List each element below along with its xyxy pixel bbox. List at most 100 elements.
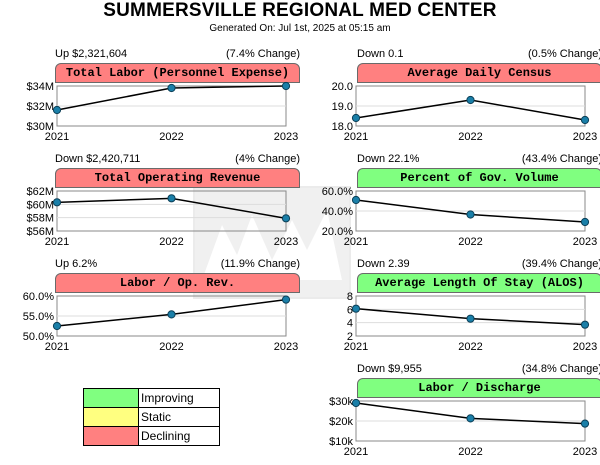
kpi-change: Up $2,321,604 — [55, 48, 128, 60]
legend-swatch — [84, 427, 139, 445]
y-tick-label: $30k — [329, 396, 353, 408]
kpi-percent-change: (7.4% Change) — [226, 48, 300, 60]
data-point — [167, 83, 176, 93]
kpi-title-banner: Total Operating Revenue — [55, 168, 300, 188]
legend-item-static: Static — [84, 408, 219, 427]
kpi-summary: Down $2,420,711 (4% Change) — [55, 153, 300, 167]
data-point — [580, 419, 590, 428]
kpi-summary: Down 0.1 (0.5% Change) — [357, 48, 600, 62]
y-tick-label: 20.0 — [332, 81, 353, 93]
kpi-change: Down $9,955 — [357, 363, 422, 375]
y-tick-label: 50.0% — [23, 331, 54, 343]
legend-label: Declining — [141, 429, 191, 443]
legend-item-declining: Declining — [84, 427, 219, 445]
data-point — [52, 105, 62, 115]
legend-label: Static — [141, 410, 172, 424]
y-tick-label: 55.0% — [23, 311, 54, 323]
data-point — [281, 81, 291, 91]
kpi-change: Down 22.1% — [357, 153, 420, 165]
data-point — [351, 398, 361, 408]
kpi-percent-change: (0.5% Change) — [528, 48, 600, 60]
x-tick-label: 2021 — [344, 236, 368, 248]
data-point — [466, 95, 475, 105]
kpi-percent-change: (34.8% Change) — [521, 363, 600, 375]
legend-swatch — [84, 408, 139, 426]
kpi-change: Up 6.2% — [55, 258, 98, 270]
plot-frame — [56, 190, 287, 232]
y-tick-label: 18.0 — [332, 121, 353, 133]
data-point — [466, 314, 475, 323]
data-point — [167, 194, 176, 203]
kpi-change: Down $2,420,711 — [55, 153, 141, 165]
data-point — [351, 195, 361, 205]
y-tick-label: $10k — [329, 436, 353, 448]
x-tick-label: 2022 — [458, 341, 482, 353]
kpi-panel-labor-discharge: Down $9,955 (34.8% Change) Labor / Disch… — [357, 363, 600, 463]
x-tick-label: 2021 — [344, 446, 368, 458]
x-tick-label: 2023 — [274, 341, 298, 353]
kpi-percent-change: (11.9% Change) — [220, 258, 300, 270]
y-tick-label: $56M — [26, 226, 54, 238]
kpi-title-banner: Labor / Op. Rev. — [55, 273, 300, 293]
x-tick-label: 2023 — [573, 131, 597, 143]
legend-item-improving: Improving — [84, 389, 219, 408]
data-point — [580, 217, 590, 227]
legend-label: Improving — [141, 391, 194, 405]
data-point — [167, 310, 176, 319]
y-tick-label: 19.0 — [332, 101, 353, 113]
x-tick-label: 2022 — [159, 341, 183, 353]
kpi-panel-total-labor: Up $2,321,604 (7.4% Change) Total Labor … — [55, 48, 300, 148]
data-point — [281, 295, 291, 304]
x-tick-label: 2021 — [45, 341, 69, 353]
status-legend: Improving Static Declining — [83, 388, 220, 446]
y-tick-label: $32M — [26, 101, 54, 113]
x-tick-label: 2023 — [274, 131, 298, 143]
x-tick-label: 2023 — [573, 446, 597, 458]
kpi-panel-total-operating-revenue: Down $2,420,711 (4% Change) Total Operat… — [55, 153, 300, 253]
kpi-percent-change: (4% Change) — [235, 153, 300, 165]
y-tick-label: $30M — [26, 121, 54, 133]
x-tick-label: 2021 — [45, 131, 69, 143]
data-point — [351, 113, 361, 123]
kpi-percent-change: (43.4% Change) — [521, 153, 600, 165]
page-title: SUMMERSVILLE REGIONAL MED CENTER — [103, 0, 497, 21]
y-tick-label: $20k — [329, 416, 353, 428]
kpi-summary: Up 6.2% (11.9% Change) — [55, 258, 300, 272]
kpi-panel-average-daily-census: Down 0.1 (0.5% Change) Average Daily Cen… — [357, 48, 600, 148]
kpi-title-banner: Average Length Of Stay (ALOS) — [357, 273, 600, 293]
x-tick-label: 2021 — [344, 131, 368, 143]
data-point — [52, 198, 62, 207]
x-tick-label: 2021 — [45, 236, 69, 248]
y-tick-label: 6 — [347, 304, 353, 316]
y-tick-label: $34M — [26, 81, 54, 93]
y-tick-label: 60.0% — [23, 291, 54, 303]
kpi-title-banner: Average Daily Census — [357, 63, 600, 83]
kpi-summary: Up $2,321,604 (7.4% Change) — [55, 48, 300, 62]
x-tick-label: 2022 — [159, 236, 183, 248]
x-tick-label: 2022 — [458, 236, 482, 248]
y-tick-label: 20.0% — [322, 226, 353, 238]
kpi-summary: Down $9,955 (34.8% Change) — [357, 363, 600, 377]
legend-swatch — [84, 389, 139, 407]
data-point — [52, 321, 62, 331]
kpi-title-banner: Total Labor (Personnel Expense) — [55, 63, 300, 83]
x-tick-label: 2023 — [573, 236, 597, 248]
kpi-panel-alos: Down 2.39 (39.4% Change) Average Length … — [357, 258, 600, 358]
y-tick-label: 40.0% — [322, 206, 353, 218]
y-tick-label: 60.0% — [322, 186, 353, 198]
plot-frame — [355, 295, 586, 337]
x-tick-label: 2021 — [344, 341, 368, 353]
y-tick-label: 2 — [347, 331, 353, 343]
x-tick-label: 2022 — [458, 446, 482, 458]
kpi-panel-percent-gov-volume: Down 22.1% (43.4% Change) Percent of Gov… — [357, 153, 600, 253]
x-tick-label: 2022 — [458, 131, 482, 143]
data-point — [281, 214, 291, 223]
kpi-panel-labor-op-rev: Up 6.2% (11.9% Change) Labor / Op. Rev. — [55, 258, 300, 358]
x-tick-label: 2023 — [274, 236, 298, 248]
data-point — [466, 210, 475, 219]
y-tick-label: $58M — [26, 213, 54, 225]
x-tick-label: 2023 — [573, 341, 597, 353]
kpi-summary: Down 22.1% (43.4% Change) — [357, 153, 600, 167]
kpi-percent-change: (39.4% Change) — [521, 258, 600, 270]
